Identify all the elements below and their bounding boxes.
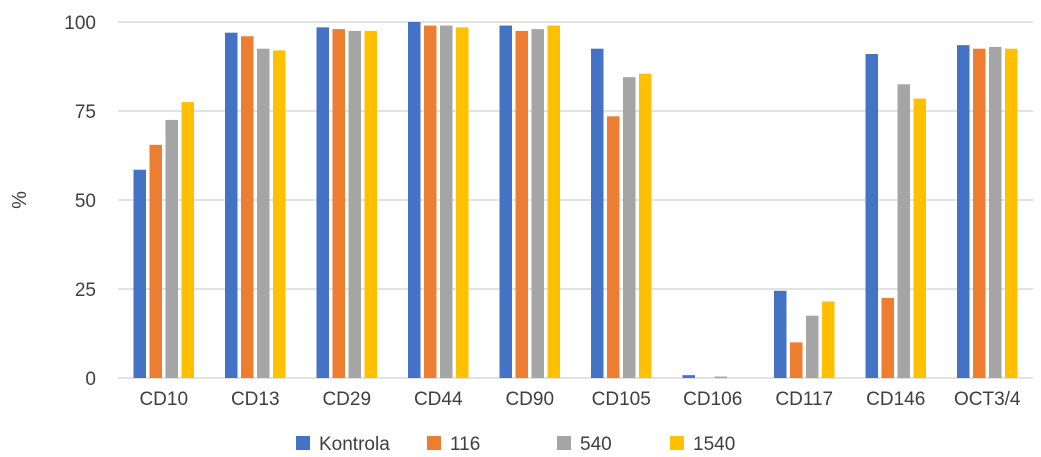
x-tick-label: CD44: [414, 389, 463, 410]
x-tick-label: CD90: [505, 389, 554, 410]
bar-cd105-1540: [639, 73, 652, 379]
bar-cd90-540: [531, 29, 544, 379]
bar-cd29-116: [332, 29, 345, 379]
bar-cd146-540: [897, 84, 910, 379]
bar-cd146-kontrola: [865, 54, 878, 378]
bar-oct3-4-1540: [1005, 48, 1018, 378]
bar-cd29-1540: [364, 30, 377, 379]
legend-label: Kontrola: [319, 434, 390, 455]
bar-cd117-540: [806, 315, 819, 378]
y-tick-label: 25: [75, 280, 96, 301]
legend-label: 540: [580, 434, 612, 455]
bar-cd44-540: [440, 25, 453, 379]
x-tick-label: CD10: [139, 389, 188, 410]
legend-swatch: [557, 436, 571, 450]
bar-cd117-kontrola: [774, 290, 787, 378]
y-tick-label: 0: [85, 369, 96, 390]
legend-swatch: [296, 436, 310, 450]
bar-cd105-116: [607, 116, 620, 378]
bar-cd10-540: [165, 119, 178, 379]
y-axis-ticks: 0 25 50 75 100: [64, 13, 96, 390]
bars: [133, 22, 1018, 379]
bar-cd44-1540: [456, 27, 469, 379]
bar-oct3-4-116: [973, 48, 986, 378]
x-tick-label: CD105: [592, 389, 651, 410]
y-tick-label: 50: [75, 191, 96, 212]
x-tick-label: CD117: [775, 389, 833, 410]
bar-cd117-1540: [822, 301, 835, 378]
x-tick-label: OCT3/4: [954, 389, 1021, 410]
x-tick-label: CD29: [322, 389, 371, 410]
bar-cd146-1540: [913, 98, 926, 378]
bar-oct3-4-kontrola: [957, 45, 970, 378]
bar-cd44-kontrola: [408, 22, 421, 378]
x-axis-ticks: CD10 CD13 CD29 CD44 CD90 CD105 CD106 CD117 CD146…: [139, 389, 1020, 410]
legend-swatch: [427, 436, 441, 450]
legend-swatch: [670, 436, 684, 450]
bar-cd105-kontrola: [591, 48, 604, 378]
bar-cd117-116: [790, 342, 803, 378]
y-tick-label: 75: [75, 102, 96, 123]
bar-cd106-540: [714, 376, 727, 378]
bar-cd13-kontrola: [225, 32, 238, 379]
bar-cd13-116: [241, 36, 254, 379]
bar-cd29-kontrola: [316, 27, 329, 379]
bar-cd13-540: [257, 48, 270, 378]
y-axis-label: %: [9, 191, 31, 209]
legend-label: 1540: [693, 434, 735, 455]
bar-cd106-kontrola: [682, 375, 695, 378]
bar-cd13-1540: [273, 50, 286, 378]
bar-cd10-1540: [181, 102, 194, 378]
x-tick-label: CD106: [683, 389, 742, 410]
gridlines: [118, 21, 1033, 379]
y-tick-label: 100: [64, 13, 96, 34]
bar-cd90-1540: [547, 25, 560, 379]
bar-oct3-4-540: [989, 46, 1002, 379]
bar-cd90-116: [515, 30, 528, 379]
legend: Kontrola 116 540 1540: [296, 434, 735, 455]
bar-cd10-116: [149, 144, 162, 378]
bar-cd105-540: [623, 77, 636, 379]
bar-cd146-116: [881, 297, 894, 378]
bar-cd90-kontrola: [499, 25, 512, 379]
x-tick-label: CD13: [231, 389, 280, 410]
bar-cd44-116: [424, 25, 437, 379]
legend-label: 116: [450, 434, 480, 455]
bar-cd10-kontrola: [133, 169, 146, 378]
bar-cd29-540: [348, 30, 361, 379]
x-tick-label: CD146: [866, 389, 925, 410]
